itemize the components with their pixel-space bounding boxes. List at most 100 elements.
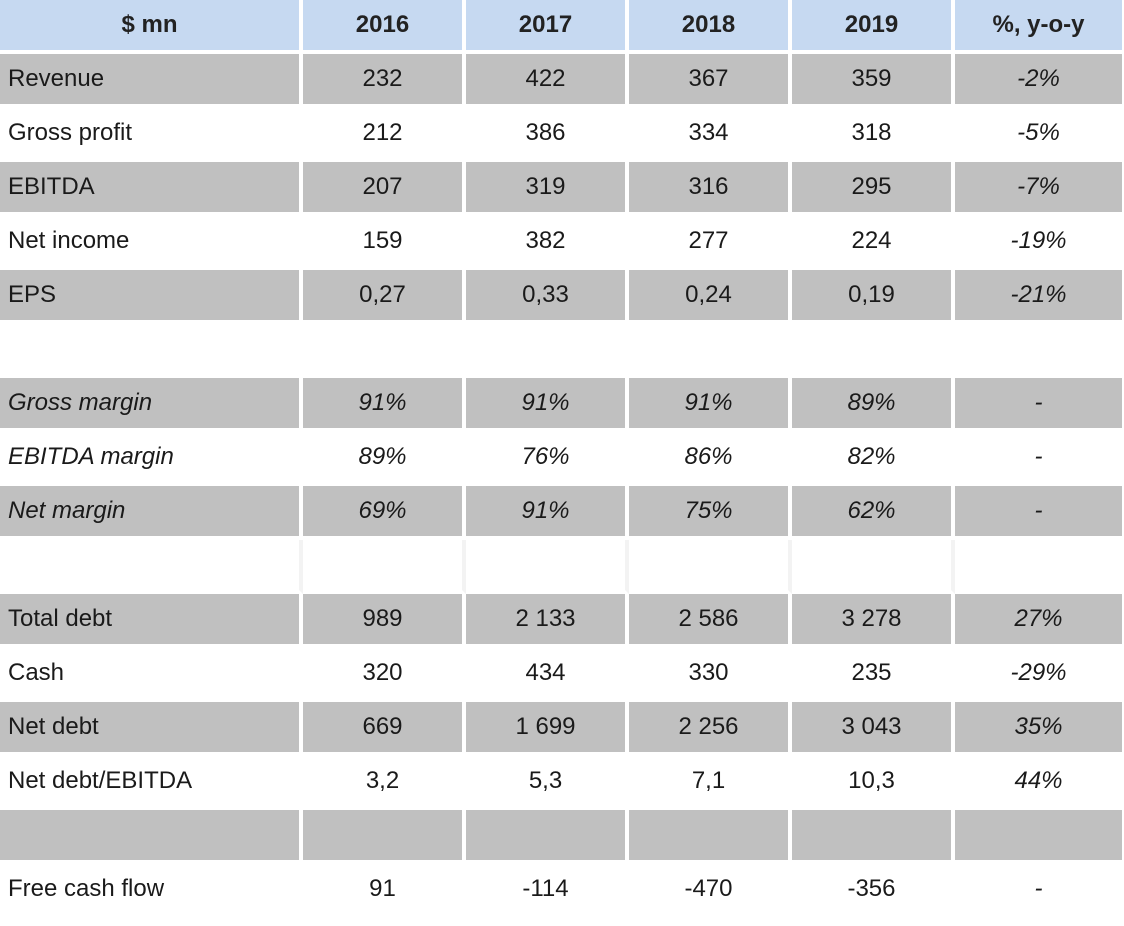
value-cell: 359 [792, 54, 955, 108]
table-row: Net income 159 382 277 224 -19% [0, 216, 1122, 270]
yoy-cell: -5% [955, 108, 1122, 162]
header-cell-yoy: %, y-o-y [955, 0, 1122, 54]
value-cell: -470 [629, 864, 792, 918]
value-cell [303, 324, 466, 378]
value-cell: 434 [466, 648, 629, 702]
value-cell: 1 699 [466, 702, 629, 756]
yoy-cell: 35% [955, 702, 1122, 756]
row-label: EBITDA margin [0, 432, 303, 486]
yoy-cell: -2% [955, 54, 1122, 108]
value-cell: 0,19 [792, 270, 955, 324]
value-cell [629, 540, 792, 594]
row-label: Revenue [0, 54, 303, 108]
row-label: Net debt/EBITDA [0, 756, 303, 810]
table-row: EBITDA margin 89% 76% 86% 82% - [0, 432, 1122, 486]
row-label [0, 324, 303, 378]
row-label: Total debt [0, 594, 303, 648]
value-cell: 3 278 [792, 594, 955, 648]
row-label: Gross profit [0, 108, 303, 162]
table-row: Cash 320 434 330 235 -29% [0, 648, 1122, 702]
yoy-cell: -19% [955, 216, 1122, 270]
value-cell [792, 324, 955, 378]
value-cell [466, 324, 629, 378]
value-cell: 989 [303, 594, 466, 648]
value-cell: 0,27 [303, 270, 466, 324]
value-cell: 86% [629, 432, 792, 486]
value-cell [792, 810, 955, 864]
value-cell: 319 [466, 162, 629, 216]
row-label: EBITDA [0, 162, 303, 216]
yoy-cell: - [955, 486, 1122, 540]
table-row [0, 540, 1122, 594]
value-cell: 82% [792, 432, 955, 486]
value-cell: 334 [629, 108, 792, 162]
yoy-cell: -21% [955, 270, 1122, 324]
header-cell-2018: 2018 [629, 0, 792, 54]
value-cell: 7,1 [629, 756, 792, 810]
row-label: Net debt [0, 702, 303, 756]
yoy-cell: - [955, 864, 1122, 918]
value-cell [303, 540, 466, 594]
table-row: Free cash flow 91 -114 -470 -356- [0, 864, 1122, 918]
value-cell: 2 256 [629, 702, 792, 756]
row-label: Gross margin [0, 378, 303, 432]
row-label: Free cash flow [0, 864, 303, 918]
value-cell: 0,24 [629, 270, 792, 324]
value-cell: 318 [792, 108, 955, 162]
value-cell: 212 [303, 108, 466, 162]
header-cell-2016: 2016 [303, 0, 466, 54]
value-cell: 75% [629, 486, 792, 540]
yoy-cell [955, 540, 1122, 594]
value-cell: 295 [792, 162, 955, 216]
table-row: Revenue 232 422 367 359 -2% [0, 54, 1122, 108]
table-row: Net debt/EBITDA 3,2 5,3 7,1 10,3 44% [0, 756, 1122, 810]
value-cell: 91% [303, 378, 466, 432]
table-row: Net margin 69% 91% 75% 62% - [0, 486, 1122, 540]
row-label: Cash [0, 648, 303, 702]
yoy-cell [955, 324, 1122, 378]
value-cell: -356 [792, 864, 955, 918]
table-row: Total debt 989 2 133 2 586 3 278 27% [0, 594, 1122, 648]
value-cell: 382 [466, 216, 629, 270]
value-cell: 2 586 [629, 594, 792, 648]
table-row: EPS 0,27 0,33 0,24 0,19 -21% [0, 270, 1122, 324]
table-row: Gross profit 212 386 334 318 -5% [0, 108, 1122, 162]
value-cell: 159 [303, 216, 466, 270]
yoy-cell [955, 810, 1122, 864]
value-cell: 5,3 [466, 756, 629, 810]
value-cell: 232 [303, 54, 466, 108]
table-row: Net debt 669 1 699 2 256 3 043 35% [0, 702, 1122, 756]
yoy-cell: -29% [955, 648, 1122, 702]
table-body: Revenue 232 422 367 359 -2% Gross profit 212 386… [0, 54, 1122, 918]
value-cell [303, 810, 466, 864]
value-cell: 3,2 [303, 756, 466, 810]
value-cell: 224 [792, 216, 955, 270]
value-cell: 3 043 [792, 702, 955, 756]
yoy-cell: 44% [955, 756, 1122, 810]
value-cell: 330 [629, 648, 792, 702]
header-cell-unit: $ mn [0, 0, 303, 54]
value-cell: 320 [303, 648, 466, 702]
value-cell [792, 540, 955, 594]
value-cell: 2 133 [466, 594, 629, 648]
value-cell: 91% [466, 378, 629, 432]
value-cell: 76% [466, 432, 629, 486]
table-row: Gross margin 91% 91% 91% 89% - [0, 378, 1122, 432]
value-cell: 89% [792, 378, 955, 432]
value-cell: 207 [303, 162, 466, 216]
value-cell: 10,3 [792, 756, 955, 810]
value-cell: 89% [303, 432, 466, 486]
yoy-cell: - [955, 378, 1122, 432]
row-label: Net margin [0, 486, 303, 540]
value-cell: -114 [466, 864, 629, 918]
value-cell: 0,33 [466, 270, 629, 324]
yoy-cell: 27% [955, 594, 1122, 648]
value-cell: 669 [303, 702, 466, 756]
table-row [0, 324, 1122, 378]
value-cell: 277 [629, 216, 792, 270]
value-cell [629, 324, 792, 378]
yoy-cell: -7% [955, 162, 1122, 216]
value-cell: 91% [629, 378, 792, 432]
value-cell: 91 [303, 864, 466, 918]
